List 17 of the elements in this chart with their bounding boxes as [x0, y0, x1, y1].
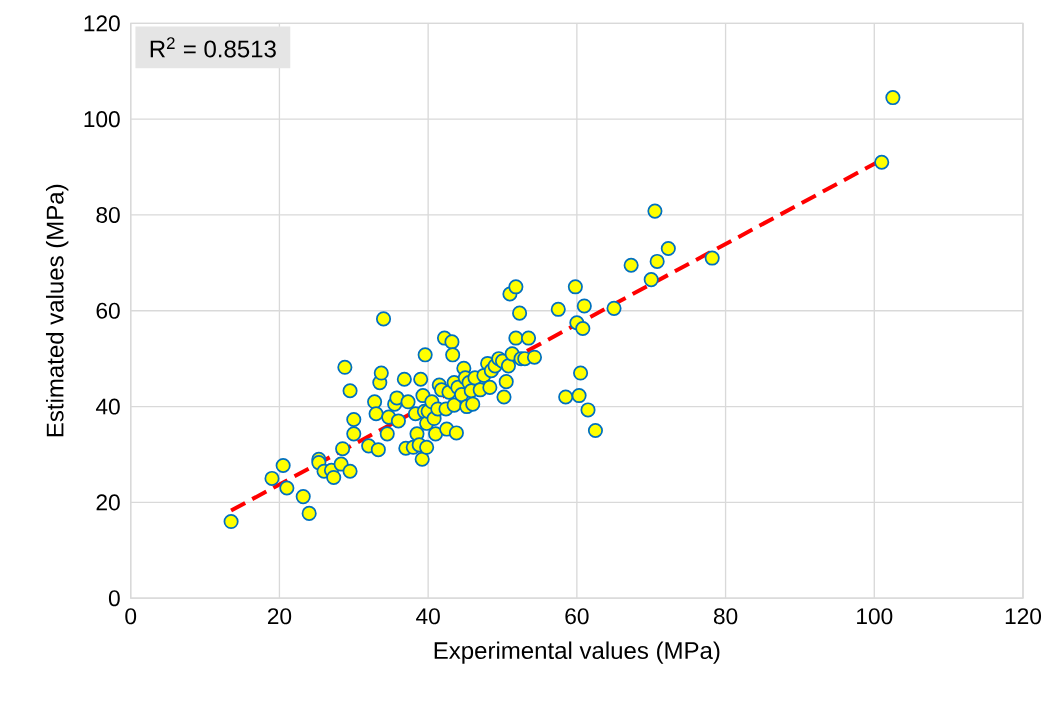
y-tick-label: 120	[84, 15, 120, 32]
y-tick-label: 80	[96, 206, 120, 223]
x-tick-label: 20	[267, 608, 292, 625]
annotation: R$^{2}$ = 0.8513	[150, 37, 276, 58]
x-tick-label: 120	[1005, 608, 1042, 625]
x-tick-label: 100	[857, 608, 893, 625]
y-tick-label: 40	[95, 398, 120, 415]
x-tick-label: 60	[565, 608, 589, 625]
y-tick-label: 100	[84, 111, 120, 128]
y-tick-label: 20	[96, 494, 120, 511]
x-tick-label: 40	[416, 608, 440, 625]
x-tick-label: 0	[125, 608, 137, 625]
y-tick-label: 0	[108, 590, 120, 607]
y-axis-title: Estimated values (MPa)	[45, 184, 69, 437]
x-tick-label: 80	[713, 608, 738, 625]
y-tick-label: 60	[96, 302, 120, 319]
x-axis-title: Experimental values (MPa)	[434, 641, 720, 664]
